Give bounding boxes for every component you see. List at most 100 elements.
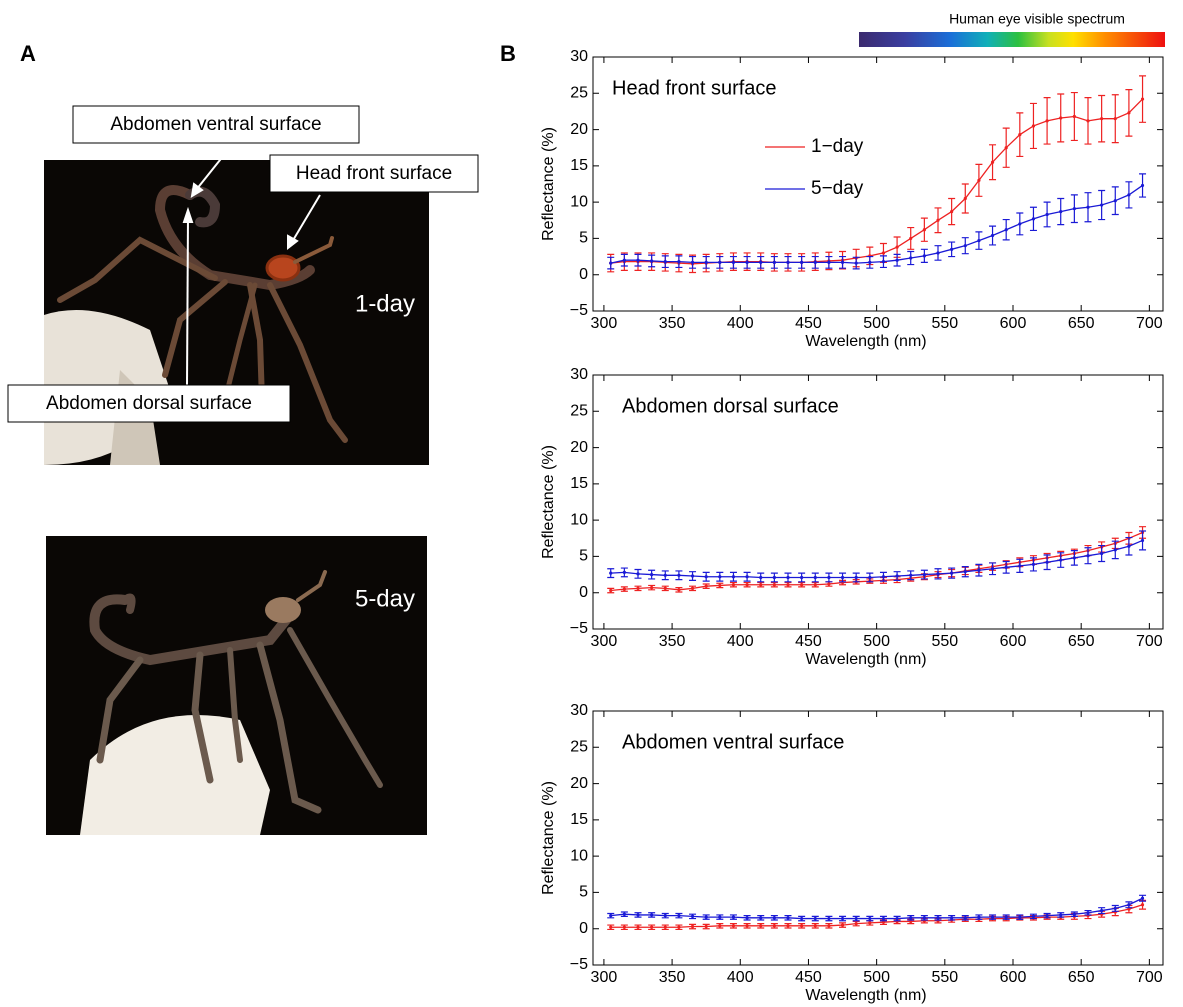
point [772, 583, 776, 587]
error-bar [1070, 550, 1078, 566]
point [690, 924, 695, 929]
point [704, 260, 708, 264]
point [1140, 97, 1145, 101]
point [1045, 119, 1049, 123]
point [1045, 560, 1049, 564]
point [854, 922, 858, 926]
point [1100, 551, 1104, 556]
series-line [610, 897, 1143, 920]
error-bar [784, 923, 792, 929]
error-bar [948, 915, 956, 921]
error-bar [852, 572, 860, 583]
point [936, 572, 940, 576]
error-bar [961, 915, 969, 921]
x-tick-label: 650 [1068, 969, 1095, 986]
error-bar [1029, 913, 1037, 920]
y-tick-label: 10 [570, 511, 588, 528]
point [663, 914, 667, 918]
photo-5-day: 5-day [46, 536, 427, 835]
point [800, 575, 804, 580]
error-bar [729, 571, 737, 582]
point [977, 915, 981, 919]
error-bar [784, 572, 792, 583]
error-bar [607, 924, 615, 931]
x-tick-label: 550 [931, 315, 958, 332]
point [677, 573, 681, 577]
x-tick-label: 450 [795, 315, 822, 332]
point [963, 916, 967, 920]
point [827, 916, 831, 921]
point [813, 924, 817, 928]
error-bar [1016, 212, 1024, 236]
y-tick-label: 15 [570, 811, 588, 828]
error-bar [770, 572, 778, 583]
point [854, 575, 858, 580]
error-bar [920, 569, 928, 580]
error-bar [920, 248, 928, 263]
point [1086, 205, 1090, 209]
error-bar [743, 923, 751, 929]
arrows [182, 144, 321, 386]
y-tick-label: 10 [570, 193, 588, 210]
error-bar [675, 255, 683, 269]
chart-title: Abdomen dorsal surface [622, 395, 839, 417]
error-bar [1057, 912, 1065, 918]
error-bar [907, 250, 915, 266]
error-bar [675, 570, 683, 581]
point [731, 583, 736, 587]
annotation-box [72, 105, 360, 144]
y-tick-label: 20 [570, 775, 588, 792]
error-bar [934, 915, 942, 921]
annotation: Abdomen ventral surface [110, 114, 321, 135]
error-bar [839, 915, 847, 922]
y-axis-label: Reflectance (%) [540, 781, 557, 895]
error-bar [1002, 560, 1010, 574]
panel-label: B [500, 41, 516, 66]
x-tick-label: 650 [1068, 315, 1095, 332]
chart: −5 0 5 10 15 20 25 30 300 350 400 450 500 550 600 650 70… [540, 48, 1164, 350]
error-bar [1111, 540, 1119, 560]
error-bar [1084, 909, 1092, 916]
point [677, 260, 681, 264]
error-bar [702, 923, 710, 930]
error-bar [634, 585, 642, 592]
point [677, 925, 681, 929]
point [1140, 538, 1145, 543]
error-bar [811, 923, 819, 929]
x-tick-label: 700 [1136, 315, 1163, 332]
error-bar [989, 144, 997, 181]
error-bar [757, 572, 765, 583]
series-line [610, 904, 1143, 928]
error-bar [879, 915, 887, 922]
point [868, 916, 872, 921]
point [745, 575, 749, 579]
error-bar [743, 255, 751, 269]
error-bar [1139, 899, 1147, 910]
y-tick-label: 25 [570, 85, 588, 102]
x-tick-label: 450 [795, 969, 822, 986]
series-line [610, 98, 1144, 265]
error-bar [879, 571, 887, 582]
error-bar [743, 571, 751, 582]
error-bar [934, 207, 942, 234]
error-bar [1125, 181, 1133, 209]
error-bar [784, 581, 792, 588]
point [745, 924, 749, 928]
chart: −5 0 5 10 15 20 25 30 300 350 400 450 500 550 600 650 70… [540, 702, 1164, 1004]
error-bar [852, 915, 860, 922]
legend-label: 1−day [811, 136, 864, 157]
error-bar [689, 571, 697, 581]
error-bar [729, 255, 737, 269]
x-tick-label: 500 [863, 969, 890, 986]
point [718, 915, 722, 919]
error-bar [1043, 554, 1051, 571]
point [895, 574, 899, 578]
point [1018, 222, 1022, 226]
point [718, 924, 722, 928]
error-bar [770, 923, 778, 929]
point [786, 583, 790, 587]
error-bar [620, 911, 628, 917]
error-bar [648, 254, 656, 268]
error-bar [961, 183, 969, 214]
